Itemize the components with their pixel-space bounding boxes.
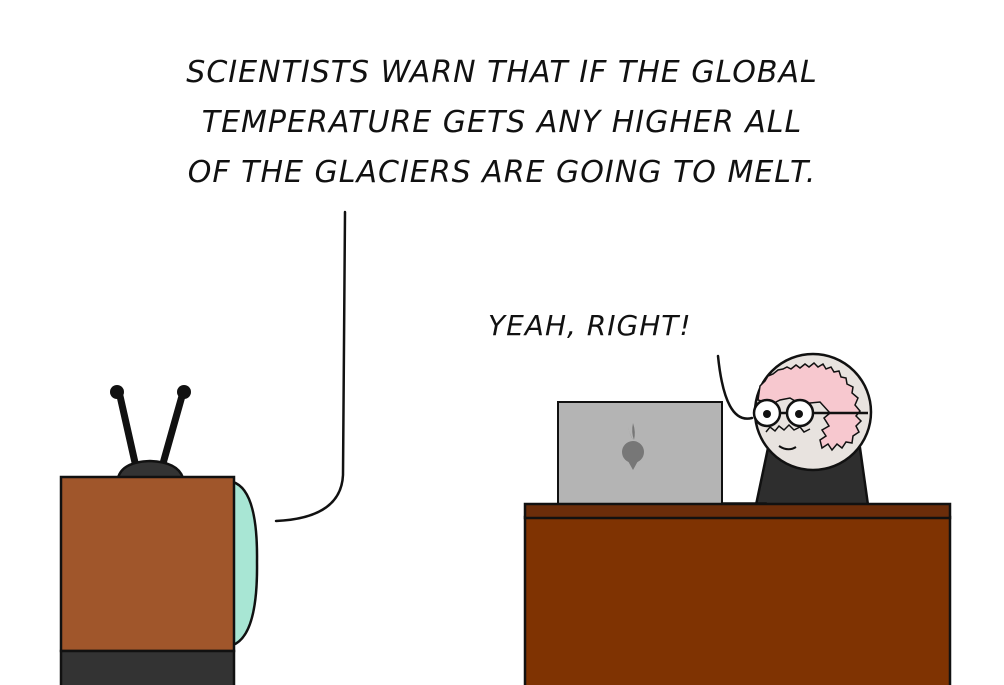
man [752, 352, 873, 507]
tv-base [59, 649, 236, 685]
tv-cabinet [59, 475, 236, 653]
tv-caption: SCIENTISTS WARN THAT IF THE GLOBAL TEMPE… [95, 48, 909, 198]
man-right-eye [795, 410, 803, 418]
man-left-eye [763, 410, 771, 418]
tv-caption-line: TEMPERATURE GETS ANY HIGHER ALL [201, 105, 803, 140]
tv-antenna [110, 385, 191, 480]
tv-speech-tail [274, 210, 347, 523]
man-beard [765, 423, 811, 433]
desk [523, 502, 952, 685]
tv-screen [231, 480, 259, 647]
television [59, 385, 259, 685]
laptop [557, 401, 767, 510]
turnip-icon [622, 423, 644, 470]
desk-top [523, 502, 952, 520]
man-speech-tail [716, 354, 754, 420]
tv-caption-line: SCIENTISTS WARN THAT IF THE GLOBAL [186, 55, 818, 90]
man-hair [757, 361, 863, 452]
desk-front [523, 515, 952, 685]
tv-caption-line: OF THE GLACIERS ARE GOING TO MELT. [187, 155, 817, 190]
man-reply: YEAH, RIGHT! [488, 309, 692, 342]
man-mouth [778, 445, 797, 451]
